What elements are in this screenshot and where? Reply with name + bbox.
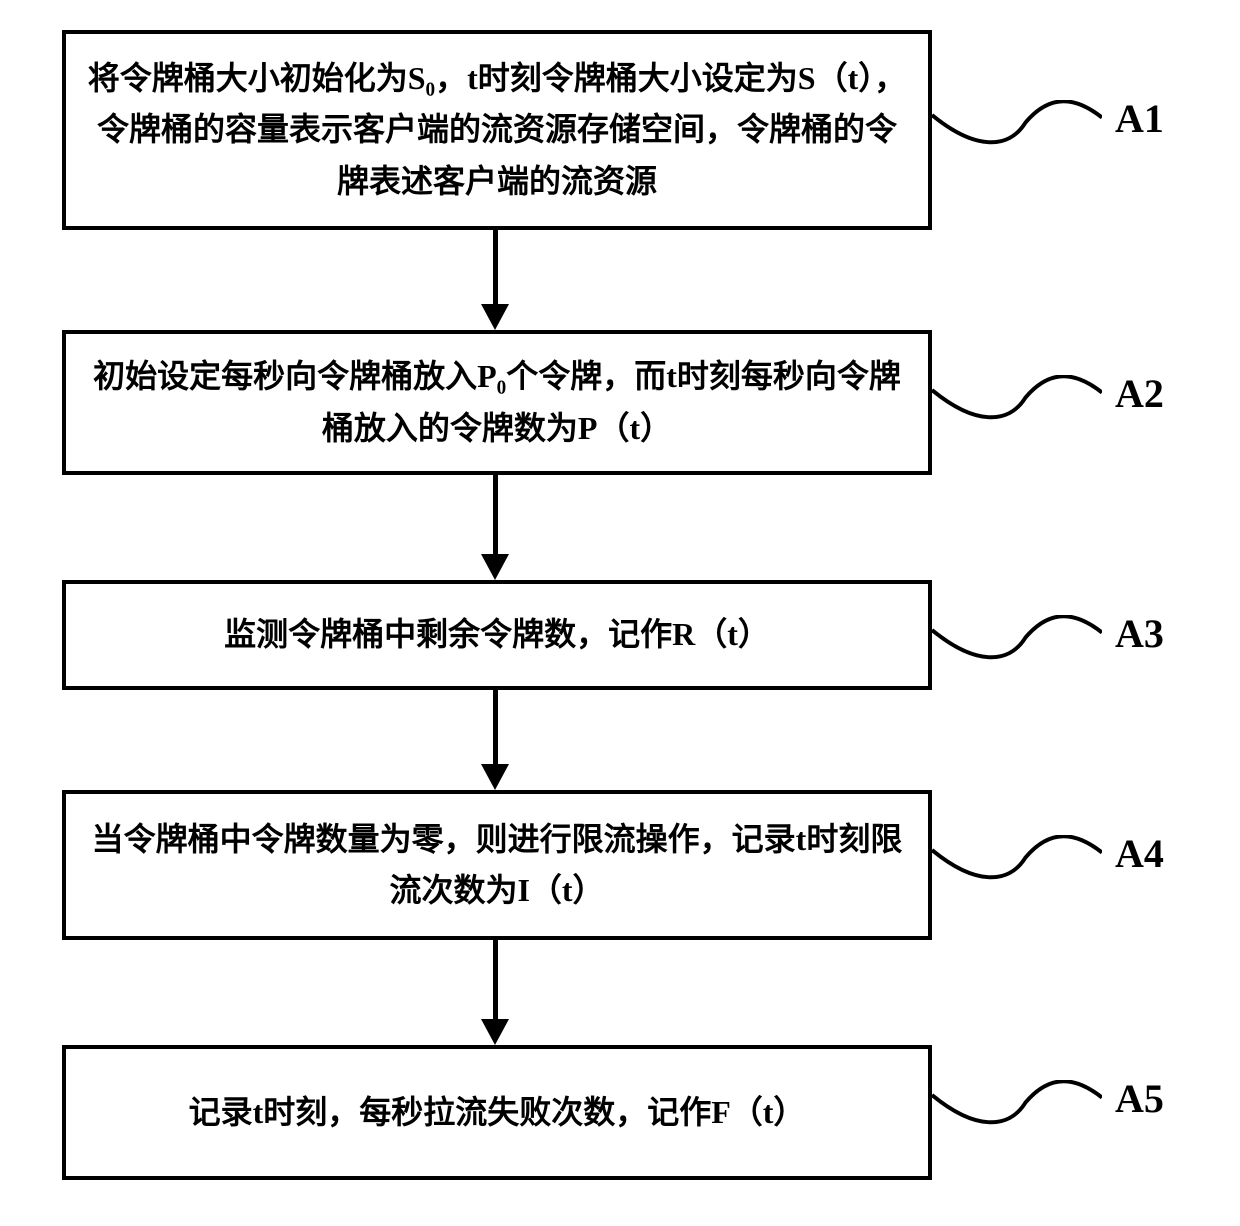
flow-node-a5: 记录t时刻，每秒拉流失败次数，记作F（t） <box>62 1045 932 1180</box>
arrow-head-icon <box>481 554 509 580</box>
step-label-a4: A4 <box>1115 830 1164 877</box>
arrow-head-icon <box>481 764 509 790</box>
flow-node-text: 记录t时刻，每秒拉流失败次数，记作F（t） <box>86 1087 908 1138</box>
step-label-a3: A3 <box>1115 610 1164 657</box>
arrow-line <box>493 690 498 764</box>
step-label-a5: A5 <box>1115 1075 1164 1122</box>
flow-node-text: 当令牌桶中令牌数量为零，则进行限流操作，记录t时刻限流次数为I（t） <box>86 814 908 916</box>
flow-node-text: 监测令牌桶中剩余令牌数，记作R（t） <box>86 609 908 660</box>
flow-node-a3: 监测令牌桶中剩余令牌数，记作R（t） <box>62 580 932 690</box>
arrow-line <box>493 475 498 554</box>
arrow-line <box>493 940 498 1019</box>
squiggle-connector <box>932 615 1102 665</box>
squiggle-connector <box>932 1080 1102 1130</box>
squiggle-connector <box>932 100 1102 150</box>
flowchart-canvas: 将令牌桶大小初始化为S₀，t时刻令牌桶大小设定为S（t），令牌桶的容量表示客户端… <box>0 0 1240 1226</box>
flow-node-a1: 将令牌桶大小初始化为S₀，t时刻令牌桶大小设定为S（t），令牌桶的容量表示客户端… <box>62 30 932 230</box>
step-label-a1: A1 <box>1115 95 1164 142</box>
flow-node-text: 将令牌桶大小初始化为S₀，t时刻令牌桶大小设定为S（t），令牌桶的容量表示客户端… <box>86 53 908 207</box>
arrow-line <box>493 230 498 304</box>
arrow-head-icon <box>481 304 509 330</box>
flow-node-a2: 初始设定每秒向令牌桶放入P₀个令牌，而t时刻每秒向令牌桶放入的令牌数为P（t） <box>62 330 932 475</box>
flow-node-text: 初始设定每秒向令牌桶放入P₀个令牌，而t时刻每秒向令牌桶放入的令牌数为P（t） <box>86 351 908 453</box>
step-label-a2: A2 <box>1115 370 1164 417</box>
squiggle-connector <box>932 375 1102 425</box>
arrow-head-icon <box>481 1019 509 1045</box>
squiggle-connector <box>932 835 1102 885</box>
flow-node-a4: 当令牌桶中令牌数量为零，则进行限流操作，记录t时刻限流次数为I（t） <box>62 790 932 940</box>
